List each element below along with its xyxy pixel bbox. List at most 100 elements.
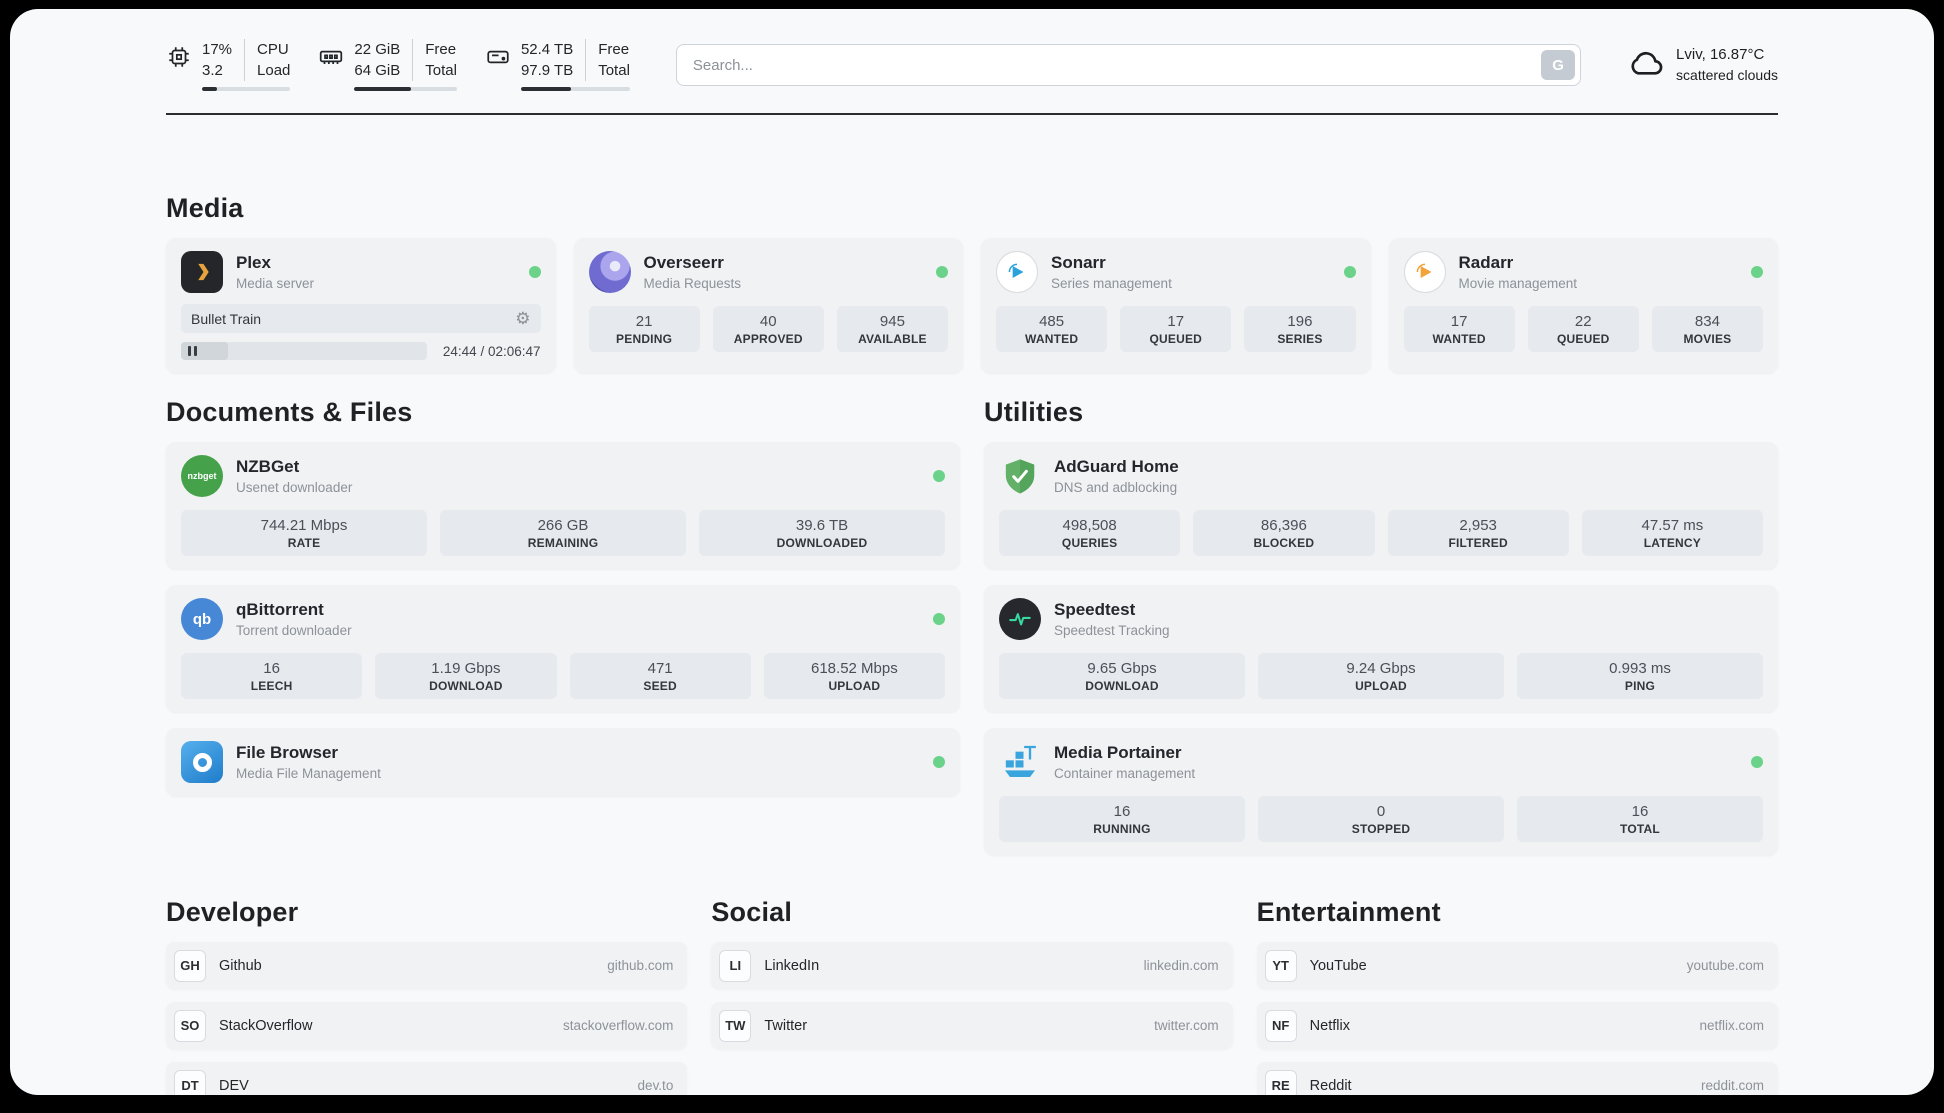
stat-upload: 9.24 Gbps UPLOAD [1258,653,1504,699]
bookmark-name: DEV [219,1077,249,1094]
bookmark-linkedin[interactable]: LI LinkedIn linkedin.com [711,942,1233,989]
app-subtitle: Media Requests [643,275,742,291]
section-title-social: Social [711,897,793,927]
app-card-adguard[interactable]: AdGuard Home DNS and adblocking 498,508 … [984,442,1778,569]
ram-icon [318,39,344,75]
bookmark-abbr: NF [1264,1009,1297,1042]
app-name: AdGuard Home [1054,457,1179,477]
bookmark-github[interactable]: GH Github github.com [166,942,688,989]
topbar-divider [166,113,1778,115]
filebrowser-icon [181,741,223,783]
stat-pending: 21 PENDING [588,306,700,352]
dashboard-frame: 17% 3.2 CPU Load [10,9,1934,1095]
bookmark-youtube[interactable]: YT YouTube youtube.com [1256,942,1778,989]
bookmark-reddit[interactable]: RE Reddit reddit.com [1256,1062,1778,1095]
stat-remaining: 266 GB REMAINING [440,510,686,556]
cloud-icon [1627,44,1665,87]
app-card-speedtest[interactable]: Speedtest Speedtest Tracking 9.65 Gbps D… [984,585,1778,712]
stat-seed: 471 SEED [569,653,751,699]
weather-condition: scattered clouds [1676,66,1778,83]
plex-icon [181,251,223,293]
qbittorrent-icon: qb [181,598,223,640]
search-engine-button[interactable]: G [1541,50,1576,80]
section-media: Media Plex Media server Bullet Train ⚙ [166,193,1778,373]
bookmark-name: Netflix [1309,1017,1350,1034]
bookmark-abbr: LI [719,949,752,982]
now-playing: Bullet Train ⚙ [181,304,541,333]
stat-queued: 17 QUEUED [1120,306,1232,352]
status-dot [933,470,945,482]
now-playing-title: Bullet Train [191,310,262,327]
bookmark-name: LinkedIn [764,957,820,974]
status-dot [933,756,945,768]
cpu-usage-value: 17% [202,41,233,58]
app-card-filebrowser[interactable]: File Browser Media File Management [166,728,960,796]
bookmark-url: twitter.com [1154,1018,1219,1033]
app-card-qbittorrent[interactable]: qb qBittorrent Torrent downloader 16 LEE… [166,585,960,712]
stat-download: 9.65 Gbps DOWNLOAD [999,653,1245,699]
app-name: Radarr [1458,253,1514,273]
search-bar: G [675,44,1582,86]
app-card-portainer[interactable]: Media Portainer Container management 16 … [984,728,1778,855]
cpu-monitor: 17% 3.2 CPU Load [166,39,291,91]
stat-blocked: 86,396 BLOCKED [1193,510,1375,556]
search-input[interactable] [675,44,1582,86]
stat-queued: 22 QUEUED [1527,306,1639,352]
stat-latency: 47.57 ms LATENCY [1581,510,1763,556]
app-card-overseerr[interactable]: Overseerr Media Requests 21 PENDING 40 A… [573,238,963,373]
playback-time: 24:44 / 02:06:47 [442,343,541,359]
bookmark-netflix[interactable]: NF Netflix netflix.com [1256,1002,1778,1049]
bookmark-twitter[interactable]: TW Twitter twitter.com [711,1002,1233,1049]
app-subtitle: Movie management [1458,275,1578,291]
app-subtitle: DNS and adblocking [1054,479,1178,495]
app-subtitle: Media File Management [236,765,381,781]
gear-icon[interactable]: ⚙ [515,309,531,328]
weather-location: Lviv, 16.87°C [1676,46,1765,64]
bookmark-stackoverflow[interactable]: SO StackOverflow stackoverflow.com [166,1002,688,1049]
app-card-nzbget[interactable]: nzbget NZBGet Usenet downloader 744.21 M… [166,442,960,569]
ram-total-label: Total [425,62,457,79]
bookmarks: Developer GH Github github.com SO StackO… [166,897,1778,1095]
disk-free-label: Free [598,41,630,58]
bookmark-name: Twitter [764,1017,808,1034]
stat-series: 196 SERIES [1244,306,1356,352]
bookmark-name: YouTube [1309,957,1367,974]
app-name: qBittorrent [236,600,324,620]
adguard-icon [999,455,1041,497]
sonarr-icon [996,251,1038,293]
stat-stopped: 0 STOPPED [1258,796,1504,842]
playback-progress-fill [181,342,228,360]
app-subtitle: Torrent downloader [236,622,352,638]
stat-ping: 0.993 ms PING [1517,653,1763,699]
cpu-progress-fill [202,87,218,91]
bookmark-url: dev.to [637,1078,674,1093]
bookmark-group-entertainment: Entertainment YT YouTube youtube.com NF … [1256,897,1778,1095]
app-card-radarr[interactable]: Radarr Movie management 17 WANTED 22 QUE… [1388,238,1778,373]
bookmark-abbr: SO [174,1009,206,1042]
app-name: File Browser [236,743,339,763]
playback-row: 24:44 / 02:06:47 [181,342,541,360]
ram-free-value: 22 GiB [354,41,401,58]
app-subtitle: Usenet downloader [236,479,353,495]
app-name: Sonarr [1051,253,1106,273]
weather-widget: Lviv, 16.87°C scattered clouds [1627,44,1778,87]
section-utilities: Utilities AdGuard Home DNS and adblockin… [984,397,1778,855]
app-card-sonarr[interactable]: Sonarr Series management 485 WANTED 17 Q… [981,238,1371,373]
nzbget-icon: nzbget [181,455,223,497]
stat-running: 16 RUNNING [999,796,1245,842]
portainer-icon [999,741,1041,783]
bookmark-abbr: RE [1264,1069,1297,1095]
disk-total-value: 97.9 TB [520,62,574,79]
bookmark-name: Reddit [1309,1077,1352,1094]
playback-progress-bar[interactable] [181,342,427,360]
pause-icon[interactable] [188,346,197,356]
overseerr-icon [588,251,631,293]
bookmark-abbr: DT [174,1069,206,1095]
disk-free-value: 52.4 TB [520,41,574,58]
app-subtitle: Container management [1054,765,1196,781]
app-card-plex[interactable]: Plex Media server Bullet Train ⚙ 24:44 /… [166,238,556,373]
status-dot [933,613,945,625]
bookmark-dev[interactable]: DT DEV dev.to [166,1062,688,1095]
disk-monitor: 52.4 TB 97.9 TB Free Total [485,39,630,91]
app-name: Plex [236,253,271,273]
